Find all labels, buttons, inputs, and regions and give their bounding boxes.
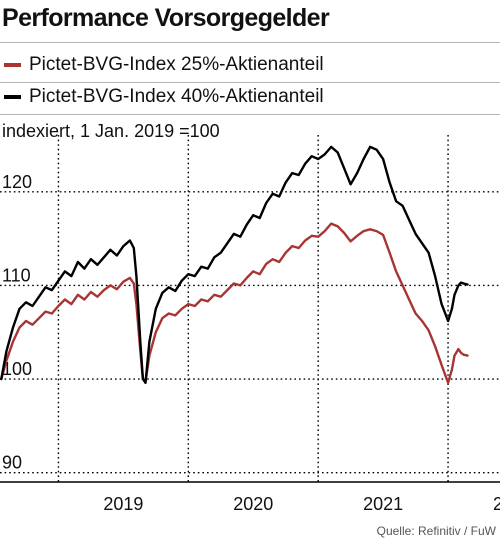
series-layer	[0, 145, 469, 384]
legend-item-25: Pictet-BVG-Index 25%-Aktienanteil	[4, 52, 324, 78]
x-tick-labels: 2019 2020 2021 2022	[103, 494, 500, 514]
y-tick-label-120: 120	[2, 172, 32, 192]
source-note: Quelle: Refinitiv / FuW	[376, 524, 496, 538]
legend-item-40: Pictet-BVG-Index 40%-Aktienanteil	[4, 84, 324, 110]
legend-divider	[0, 82, 500, 83]
legend-swatch-25	[4, 63, 21, 67]
legend-label-40: Pictet-BVG-Index 40%-Aktienanteil	[29, 86, 324, 107]
chart-subtitle: indexiert, 1 Jan. 2019 =100	[2, 121, 220, 141]
title-divider	[0, 42, 500, 43]
chart-title: Performance Vorsorgegelder	[2, 4, 330, 32]
legend-swatch-40	[4, 95, 21, 99]
x-tick-label-2019: 2019	[103, 494, 143, 514]
legend-label-25: Pictet-BVG-Index 25%-Aktienanteil	[29, 54, 324, 75]
x-tick-label-2020: 2020	[233, 494, 273, 514]
legend-bottom-divider	[0, 114, 500, 115]
series-line-40	[0, 145, 469, 384]
y-tick-label-90: 90	[2, 453, 22, 473]
y-tick-label-100: 100	[2, 359, 32, 379]
series-line-25	[0, 222, 469, 384]
y-tick-label-110: 110	[2, 265, 31, 285]
x-tick-label-2021: 2021	[363, 494, 403, 514]
grid-layer	[0, 135, 500, 482]
y-tick-labels: 90 100 110 120	[2, 172, 32, 473]
x-tick-label-2022: 2022	[493, 494, 500, 514]
